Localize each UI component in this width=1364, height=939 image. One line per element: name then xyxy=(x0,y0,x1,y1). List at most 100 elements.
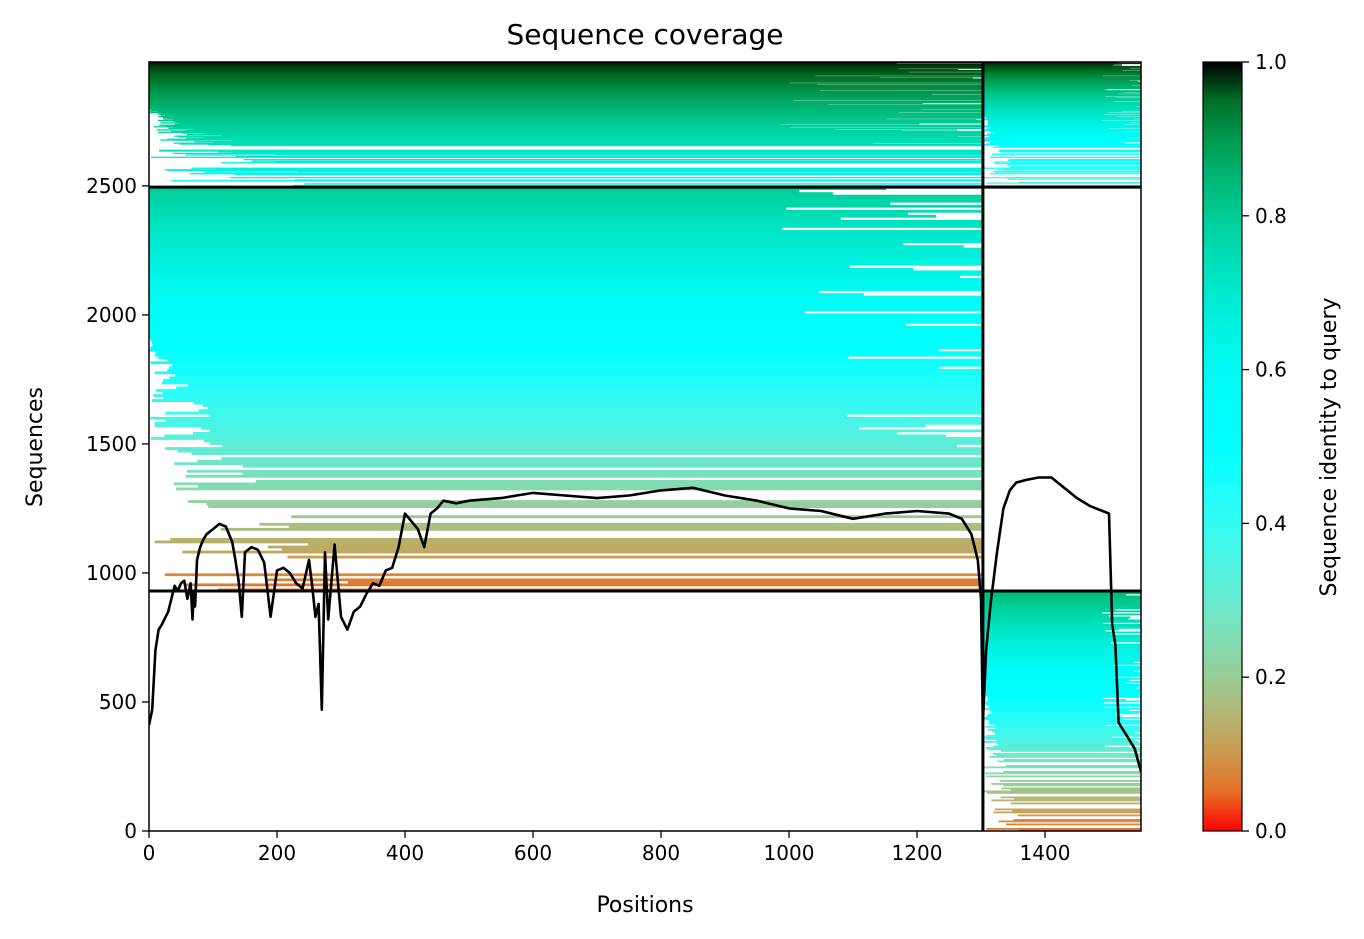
coverage-row xyxy=(149,72,983,75)
coverage-row xyxy=(986,792,1141,794)
y-tick-label: 2000 xyxy=(86,303,137,327)
coverage-row xyxy=(987,697,1103,700)
x-tick-label: 1000 xyxy=(764,841,815,865)
coverage-row xyxy=(991,711,1141,713)
coverage-row xyxy=(994,733,1141,736)
coverage-row xyxy=(291,515,983,519)
coverage-row xyxy=(982,72,1141,74)
coverage-row xyxy=(982,104,1141,106)
coverage-row xyxy=(983,167,1141,169)
coverage-row xyxy=(163,378,983,382)
coverage-row xyxy=(997,760,1141,763)
x-tick-label: 600 xyxy=(514,841,552,865)
coverage-row xyxy=(982,637,1141,640)
coverage-row xyxy=(982,592,1141,595)
coverage-row xyxy=(149,303,983,307)
coverage-row xyxy=(982,108,1141,110)
coverage-row xyxy=(982,595,1141,598)
coverage-row xyxy=(982,657,1141,659)
coverage-row xyxy=(151,399,983,403)
coverage-row xyxy=(989,142,1126,144)
coverage-row xyxy=(992,153,1141,155)
coverage-row xyxy=(149,278,983,281)
coverage-row xyxy=(176,386,983,390)
coverage-row xyxy=(149,197,983,201)
coverage-row xyxy=(173,142,873,144)
coverage-row xyxy=(983,138,1141,140)
coverage-row xyxy=(149,97,983,100)
coverage-row xyxy=(989,122,1130,124)
coverage-row xyxy=(998,820,1141,823)
coverage-row xyxy=(993,811,1141,814)
colorbar-ticks: 0.0 0.2 0.4 0.6 0.8 1.0 xyxy=(1242,50,1287,843)
coverage-row xyxy=(984,111,1141,113)
coverage-row xyxy=(149,68,899,70)
coverage-row xyxy=(275,153,983,155)
coverage-row xyxy=(985,694,1141,697)
coverage-row xyxy=(149,65,983,68)
coverage-row xyxy=(982,65,1141,68)
coverage-row xyxy=(149,318,982,322)
coverage-row xyxy=(991,799,1141,802)
coverage-row xyxy=(1010,802,1141,805)
coverage-row xyxy=(990,712,1140,715)
coverage-row xyxy=(149,189,800,193)
x-tick-label: 400 xyxy=(386,841,424,865)
coverage-row xyxy=(163,118,887,120)
coverage-row xyxy=(149,67,983,69)
coverage-row xyxy=(202,404,983,408)
coverage-row xyxy=(982,103,1141,105)
coverage-row xyxy=(995,754,1141,757)
coverage-row xyxy=(149,247,983,251)
coverage-row xyxy=(1005,823,1141,826)
coverage-row xyxy=(149,331,983,334)
coverage-row xyxy=(149,101,983,103)
coverage-row xyxy=(994,162,1141,165)
coverage-row xyxy=(209,442,983,445)
coverage-row xyxy=(149,222,983,226)
coverage-row xyxy=(985,775,1141,778)
coverage-row xyxy=(996,742,1141,745)
coverage-row xyxy=(982,622,1104,625)
coverage-row xyxy=(982,96,1141,98)
coverage-row xyxy=(983,110,1122,112)
coverage-row xyxy=(987,121,1141,123)
coverage-row xyxy=(185,137,983,140)
coverage-row xyxy=(982,74,1141,76)
coverage-row xyxy=(149,237,983,241)
coverage-row xyxy=(174,123,780,126)
coverage-row xyxy=(267,578,983,582)
coverage-row xyxy=(1000,796,1141,799)
coverage-row xyxy=(209,414,848,418)
coverage-row xyxy=(149,87,983,89)
coverage-row xyxy=(985,143,1141,145)
coverage-row xyxy=(1006,163,1141,165)
colorbar-tick-label: 0.0 xyxy=(1255,819,1287,843)
coverage-row xyxy=(982,664,1114,667)
coverage-row xyxy=(156,129,958,131)
coverage-row xyxy=(229,176,983,179)
coverage-row xyxy=(983,113,1104,115)
coverage-row xyxy=(982,98,1141,101)
coverage-row xyxy=(982,613,1141,616)
coverage-row xyxy=(982,100,1141,102)
coverage-row xyxy=(149,288,983,291)
coverage-row xyxy=(1012,810,1141,812)
coverage-row xyxy=(201,426,860,430)
coverage-row xyxy=(208,144,983,146)
coverage-row xyxy=(167,368,983,372)
coverage-row xyxy=(171,180,983,182)
coverage-row xyxy=(1010,166,1141,169)
coverage-row xyxy=(991,730,1141,733)
coverage-row xyxy=(149,257,983,261)
coverage-row xyxy=(149,82,790,84)
coverage-row xyxy=(982,92,1141,94)
coverage-row xyxy=(982,597,1141,599)
coverage-row xyxy=(982,79,1130,82)
coverage-row xyxy=(221,457,983,461)
coverage-row xyxy=(168,127,983,130)
y-tick-label: 2500 xyxy=(86,174,137,198)
coverage-row xyxy=(1005,765,1141,767)
coverage-row xyxy=(149,99,794,101)
coverage-row xyxy=(179,143,983,145)
